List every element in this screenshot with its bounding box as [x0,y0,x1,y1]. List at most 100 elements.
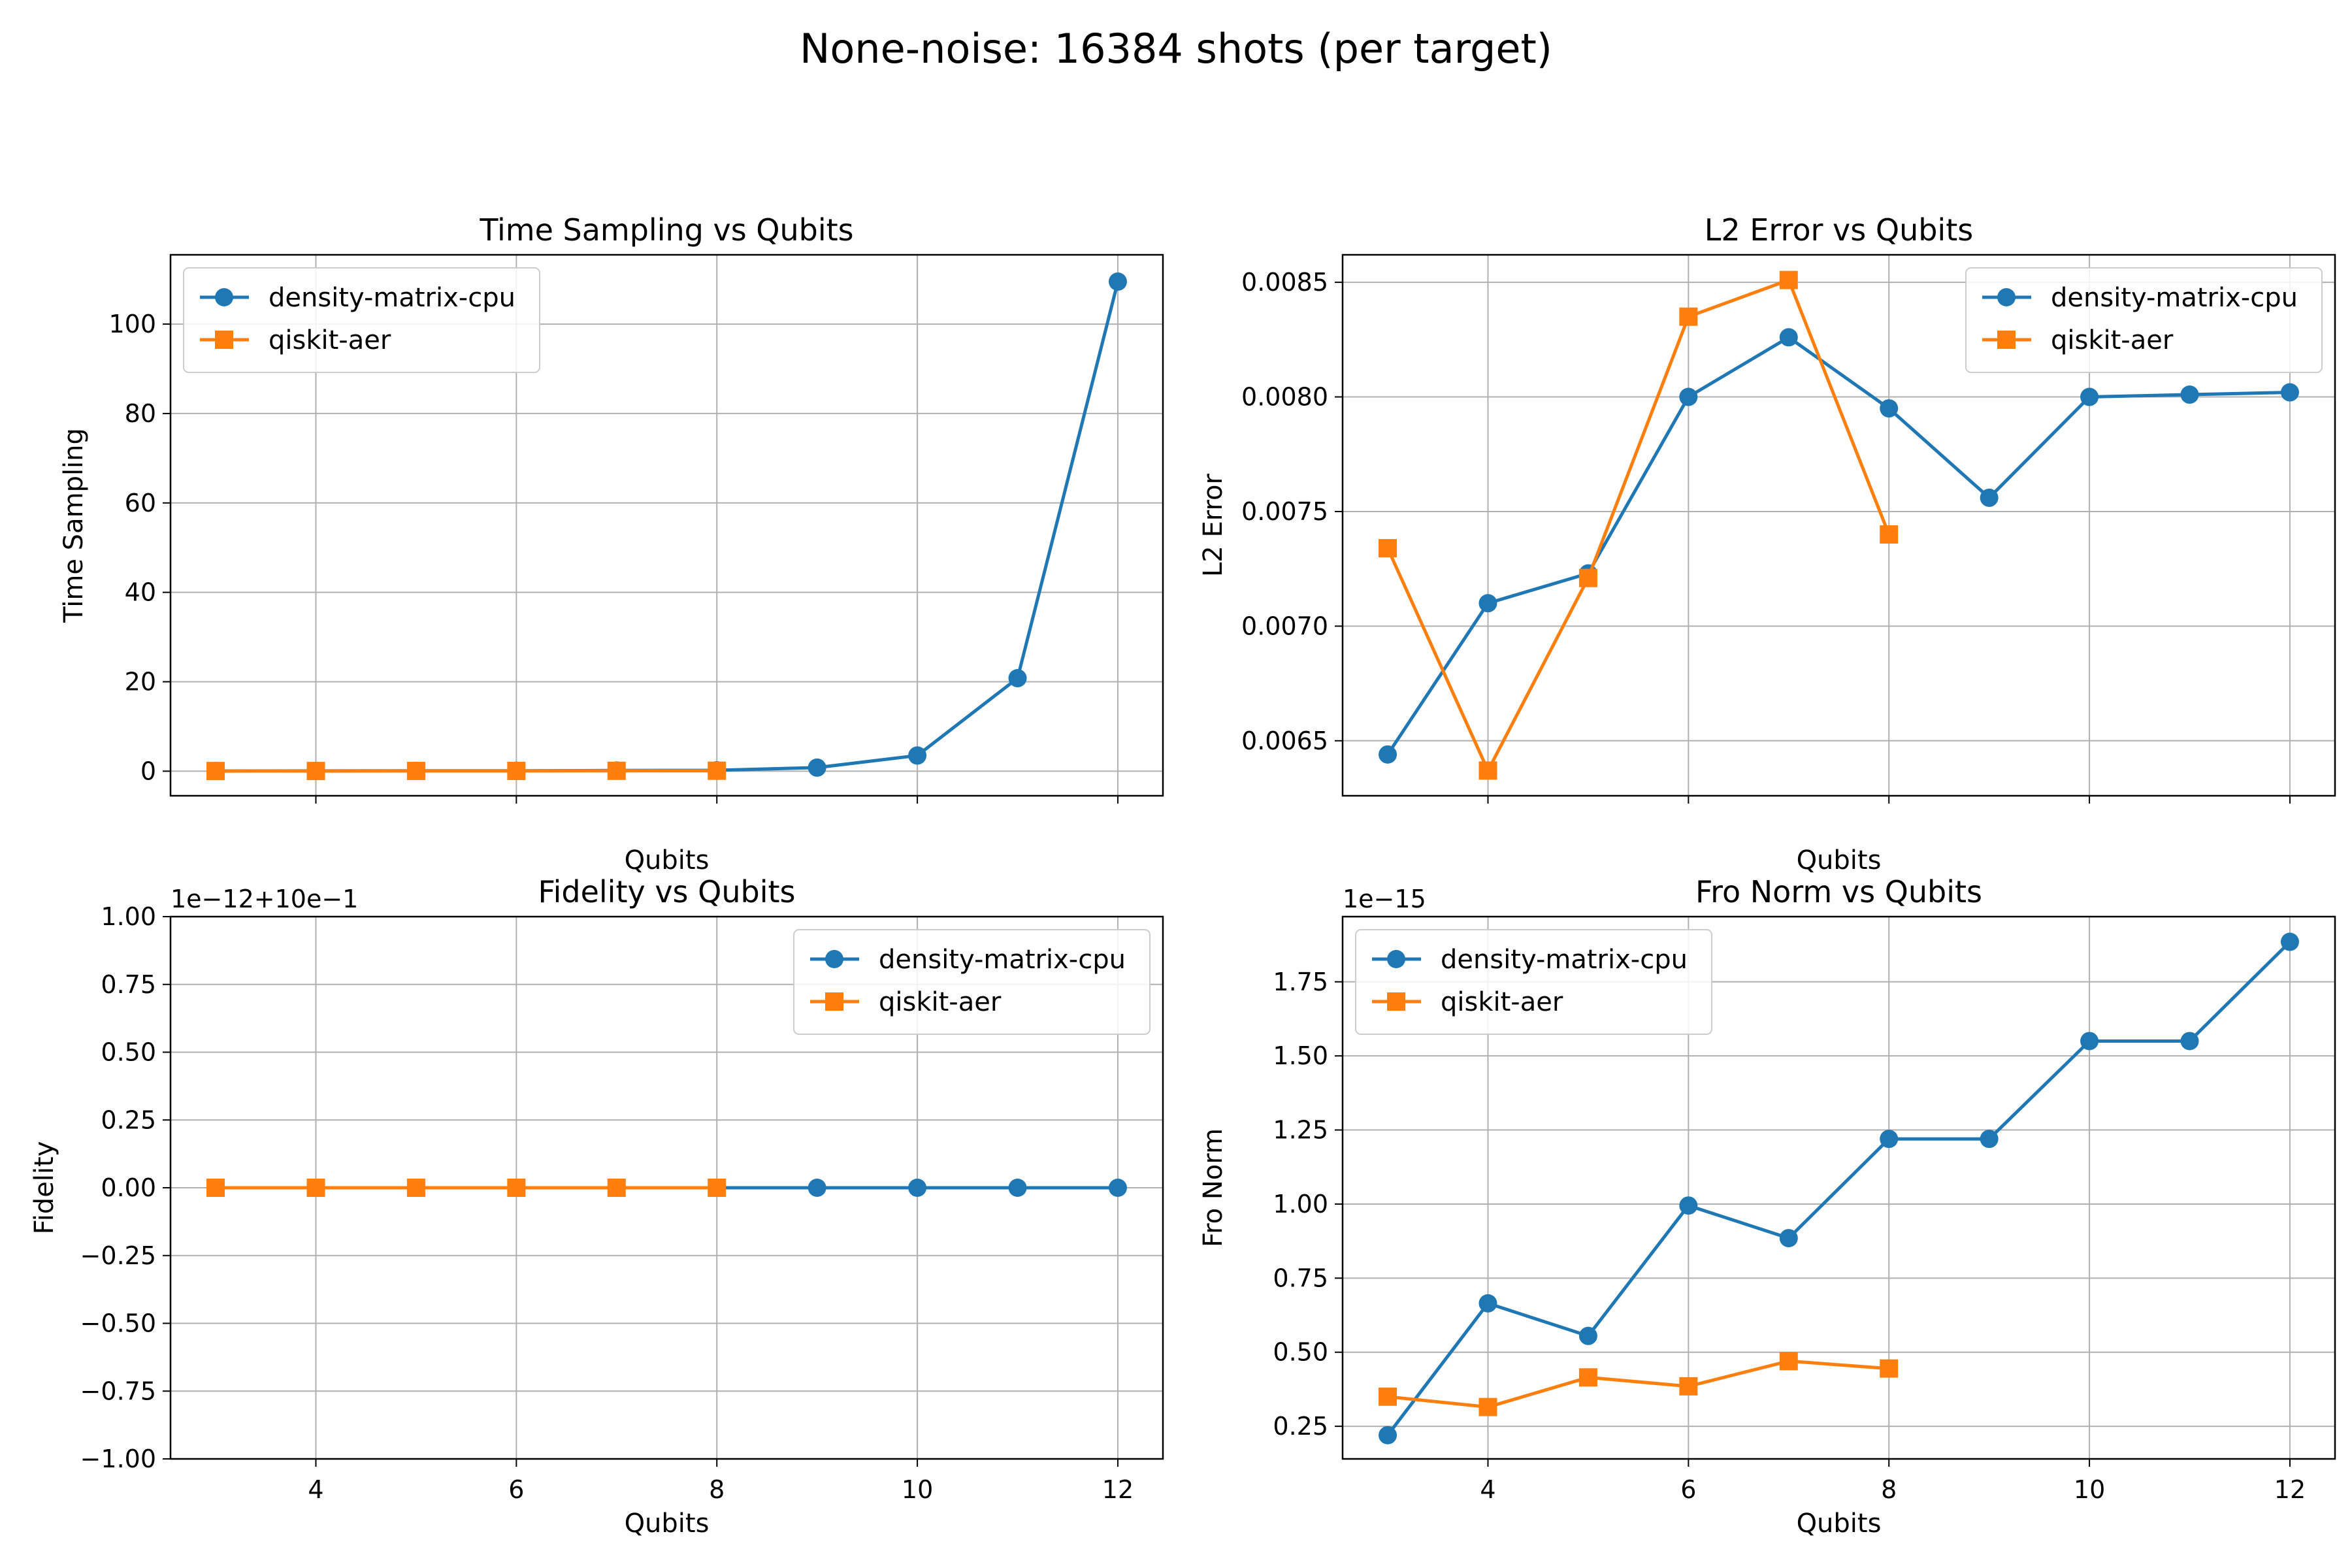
x-tick-label: 12 [1102,1475,1134,1504]
data-point-density-matrix-cpu [2280,383,2299,402]
data-point-qiskit-aer [1779,1352,1798,1371]
x-tick-label: 4 [308,1475,323,1504]
y-tick-label: 0.25 [101,1105,156,1134]
y-tick-label: −0.25 [80,1241,156,1270]
y-tick-label: 0 [140,757,156,785]
axis-offset-text: 1e−15 [1343,885,1426,913]
legend-label: qiskit-aer [269,325,391,355]
subplot-title: Fidelity vs Qubits [538,874,796,909]
series-line-qiskit-aer [215,769,717,773]
y-axis-label: Fidelity [29,1141,59,1235]
y-tick-label: 40 [125,578,156,607]
legend-marker [1997,331,2016,349]
legend-marker [825,992,843,1011]
data-point-density-matrix-cpu [1679,1196,1698,1215]
y-tick-label: 0.75 [1273,1264,1328,1292]
y-tick-label: 1.25 [1273,1116,1328,1145]
data-point-density-matrix-cpu [2080,387,2099,406]
y-tick-label: 60 [125,489,156,517]
data-point-density-matrix-cpu [1578,1326,1597,1345]
legend-marker [1387,950,1405,968]
data-point-density-matrix-cpu [2180,1032,2199,1051]
legend-marker [215,331,233,349]
legend-label: qiskit-aer [2051,325,2174,355]
series-line-qiskit-aer [1387,1359,1889,1409]
y-tick-label: 0.0080 [1241,383,1328,412]
legend-marker [1387,992,1405,1011]
y-tick-label: 80 [125,399,156,428]
legend: density-matrix-cpu qiskit-aer [183,267,540,373]
x-axis-label: Qubits [1797,845,1882,875]
x-axis-label: Qubits [625,1509,710,1539]
data-point-density-matrix-cpu [1779,1229,1798,1248]
data-point-qiskit-aer [507,1179,526,1197]
data-point-density-matrix-cpu [2180,385,2199,404]
data-point-qiskit-aer [708,761,727,780]
data-point-qiskit-aer [406,762,425,781]
data-point-density-matrix-cpu [1379,1426,1397,1445]
data-point-density-matrix-cpu [2280,932,2299,951]
y-axis-label: Fro Norm [1198,1128,1228,1247]
data-point-qiskit-aer [708,1179,727,1197]
legend-frame [793,929,1151,1035]
legend-marker [1997,288,2016,306]
data-point-qiskit-aer [206,1179,225,1197]
subplot-title: Fro Norm vs Qubits [1695,874,1982,909]
x-tick-label: 6 [1680,1475,1696,1504]
data-point-qiskit-aer [306,762,325,781]
subplot-3: 4 6 8 10 12 −1.00 −0.75 −0.50 −0.25 0.00 0.25 0.50 0… [29,874,1164,1539]
data-point-qiskit-aer [1578,568,1597,587]
x-tick-label: 6 [508,1475,524,1504]
axis-offset-text: 1e−12+10e−1 [171,885,358,913]
y-axis-label: Time Sampling [59,428,89,623]
x-tick-label: 12 [2274,1475,2306,1504]
y-tick-label: 1.75 [1273,968,1328,996]
data-point-density-matrix-cpu [1980,1130,1999,1149]
axes-frame [1341,915,2336,1460]
axes-frame [169,253,1164,797]
y-tick-label: 0.50 [101,1038,156,1067]
data-point-density-matrix-cpu [1108,1179,1127,1197]
data-point-qiskit-aer [1478,761,1497,780]
data-point-density-matrix-cpu [908,1179,927,1197]
x-tick-label: 10 [902,1475,933,1504]
series-line-density-matrix-cpu [1386,940,2291,1437]
y-tick-label: 20 [125,668,156,696]
series-line-density-matrix-cpu [1386,335,2291,756]
figure-title: None-noise: 16384 shots (per target) [800,25,1552,73]
y-tick-label: 0.0065 [1241,727,1328,755]
y-tick-label: 1.00 [101,902,156,931]
data-point-density-matrix-cpu [1008,669,1027,688]
data-point-qiskit-aer [1578,1368,1597,1387]
data-point-qiskit-aer [1880,525,1899,544]
data-point-density-matrix-cpu [1478,1294,1497,1313]
y-tick-label: 0.75 [101,970,156,999]
data-point-density-matrix-cpu [2080,1032,2099,1051]
subplot-2: 0.0065 0.0070 0.0075 0.0080 0.0085 L2 Error v… [1198,212,2336,875]
data-point-qiskit-aer [1679,307,1698,326]
legend-frame [1965,267,2323,373]
legend-frame [183,267,540,373]
subplot-title: L2 Error vs Qubits [1705,212,1973,248]
data-point-qiskit-aer [206,762,225,781]
legend-label: qiskit-aer [1441,987,1563,1017]
y-tick-label: 1.00 [1273,1190,1328,1218]
subplot-1: 0 20 40 60 80 100 Time Sampling vs Qubits Qubit… [59,212,1164,875]
x-tick-label: 10 [2074,1475,2105,1504]
y-tick-label: −0.50 [80,1309,156,1338]
y-tick-label: 0.0085 [1241,268,1328,297]
subplot-title: Time Sampling vs Qubits [479,212,853,248]
x-axis-label: Qubits [1797,1509,1882,1539]
data-point-density-matrix-cpu [808,758,826,777]
axes-frame [169,915,1164,1460]
legend-label: qiskit-aer [879,987,1002,1017]
y-tick-label: 1.50 [1273,1041,1328,1070]
y-tick-label: 0.0070 [1241,612,1328,640]
data-point-density-matrix-cpu [1880,1130,1899,1149]
y-tick-label: −1.00 [80,1445,156,1473]
y-tick-label: 100 [108,310,156,338]
subplot-4: 4 6 8 10 12 0.25 0.50 0.75 1.00 1.25 1.50 1.75 Fro N… [1198,874,2336,1539]
y-tick-label: −0.75 [80,1377,156,1405]
data-point-density-matrix-cpu [1008,1179,1027,1197]
